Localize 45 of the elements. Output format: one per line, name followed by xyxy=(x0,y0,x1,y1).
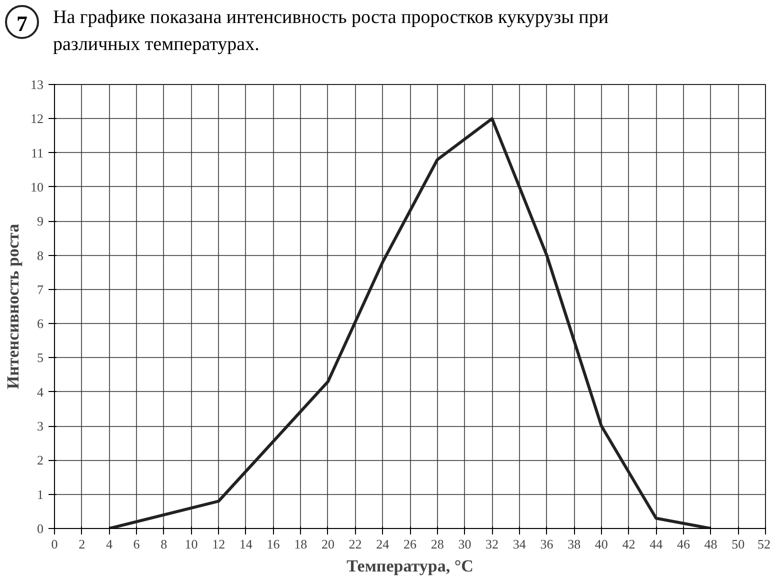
x-tick-label: 6 xyxy=(133,536,140,552)
y-tick-label: 5 xyxy=(37,350,44,366)
y-tick-label: 6 xyxy=(37,316,44,332)
y-tick-label: 9 xyxy=(37,214,44,229)
x-tick-label: 26 xyxy=(404,536,417,552)
x-tick-label: 40 xyxy=(594,536,608,552)
y-tick-label: 0 xyxy=(37,521,44,536)
x-tick-label: 22 xyxy=(348,536,362,552)
y-axis-title: Интенсивность роста xyxy=(4,223,22,390)
chart-title: На графике показана интенсивность роста проростков кукурузы при различных температурах. xyxy=(53,6,610,57)
x-tick-label: 28 xyxy=(430,536,444,552)
line-series xyxy=(108,117,712,528)
x-tick-label: 4 xyxy=(106,536,113,552)
x-tick-label: 52 xyxy=(758,536,770,552)
x-tick-label: 30 xyxy=(458,536,472,552)
y-tick-label: 3 xyxy=(37,418,44,434)
x-tick-label: 32 xyxy=(486,536,499,552)
x-tick-label: 14 xyxy=(239,536,253,552)
x-tick-label: 12 xyxy=(212,536,226,552)
y-tick-label: 12 xyxy=(30,111,44,126)
x-tick-label: 38 xyxy=(568,536,581,552)
y-tick-label: 11 xyxy=(30,145,44,160)
x-tick-label: 44 xyxy=(650,536,664,552)
x-tick-label: 34 xyxy=(512,536,526,552)
y-tick-label: 1 xyxy=(37,486,44,502)
y-tick-label: 4 xyxy=(37,384,44,400)
x-tick-label: 18 xyxy=(294,536,308,552)
x-tick-label: 0 xyxy=(51,536,58,552)
y-tick-label: 2 xyxy=(37,452,44,468)
x-tick-label: 48 xyxy=(704,536,718,552)
y-tick-label: 13 xyxy=(30,77,44,92)
x-axis-title: Температура, °C xyxy=(346,556,474,576)
x-tick-label: 24 xyxy=(376,536,390,552)
x-tick-label: 50 xyxy=(732,536,745,552)
x-tick-label: 36 xyxy=(540,536,554,552)
x-tick-label: 8 xyxy=(160,536,168,552)
x-tick-label: 16 xyxy=(266,536,280,552)
x-tick-label: 20 xyxy=(321,536,334,552)
y-tick-label: 7 xyxy=(37,282,44,297)
y-tick-label: 10 xyxy=(30,179,44,194)
x-tick-label: 42 xyxy=(622,536,636,552)
x-tick-label: 46 xyxy=(676,536,690,552)
y-tick-label: 8 xyxy=(37,248,44,263)
x-tick-label: 10 xyxy=(184,536,198,552)
x-tick-label: 2 xyxy=(78,536,86,552)
